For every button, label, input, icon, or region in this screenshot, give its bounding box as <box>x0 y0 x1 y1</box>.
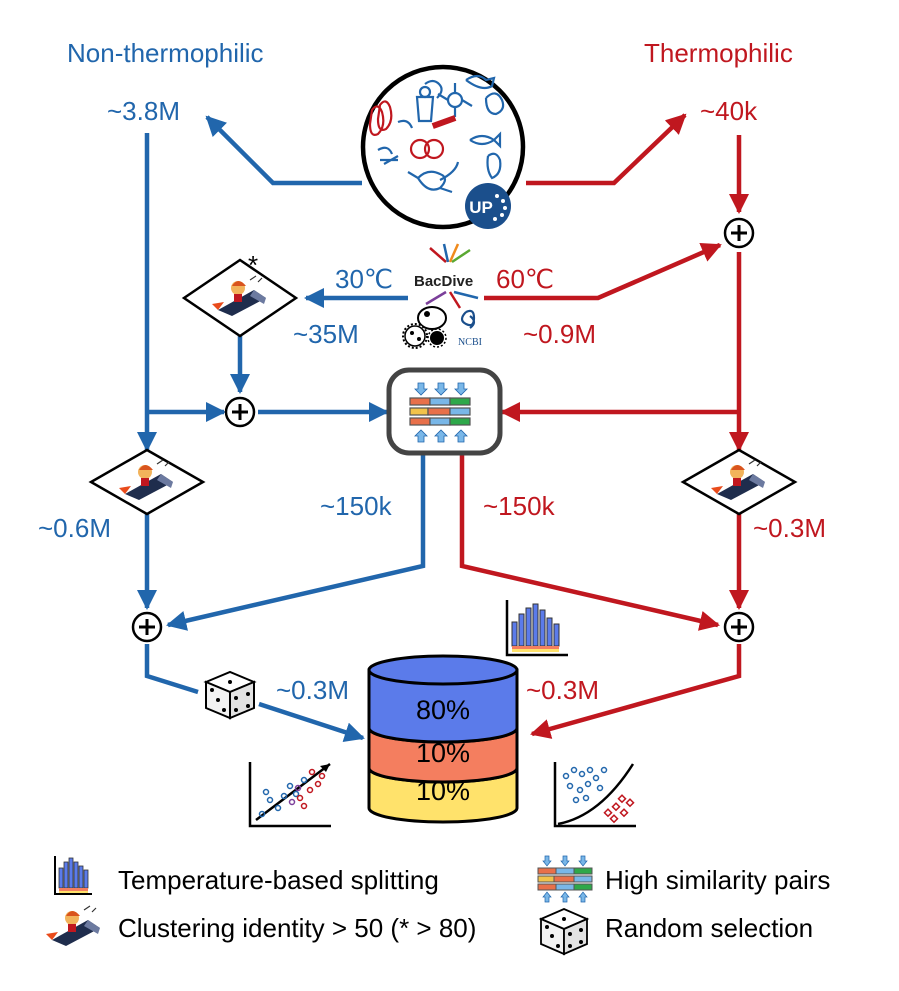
count-150k-right: ~150k <box>483 491 555 521</box>
split-test-label: 10% <box>415 776 471 806</box>
ncbi-label: NCBI <box>458 337 482 348</box>
legend-high-similarity-pairs: High similarity pairs <box>605 865 831 895</box>
bacdive-label: BacDive <box>414 273 473 290</box>
plus-node-left-bottom <box>131 611 163 643</box>
legend-similarity-pairs-icon <box>537 855 593 903</box>
classification-scatter-icon <box>553 762 636 828</box>
count-right-top: ~40k <box>700 96 758 126</box>
plus-node-right-top <box>723 217 755 249</box>
count-03m-left-bottom: ~0.3M <box>276 675 349 705</box>
bacdive-logo-icon: BacDive <box>414 243 479 309</box>
plus-node-right-bottom <box>723 611 755 643</box>
uniprot-label: UP <box>469 198 493 217</box>
legend-dice-icon <box>538 908 590 956</box>
dice-icon <box>203 670 257 720</box>
split-valid-label: 10% <box>415 738 471 768</box>
temp-low: 30℃ <box>335 264 394 294</box>
legend-histogram-icon <box>54 856 92 895</box>
merge-plus-nodes <box>131 217 755 643</box>
temp-high: 60℃ <box>496 264 555 294</box>
regression-scatter-icon <box>248 762 331 828</box>
dataset-split-cylinder <box>367 654 519 824</box>
clustering-diamond-high-identity: * <box>181 250 299 338</box>
legend-temperature-splitting: Temperature-based splitting <box>118 865 439 895</box>
count-03m-right-side: ~0.3M <box>753 513 826 543</box>
clustering-diamond-right <box>680 448 798 516</box>
plus-node-left-mid <box>224 396 256 428</box>
count-09m: ~0.9M <box>523 319 596 349</box>
count-150k-left: ~150k <box>320 491 392 521</box>
header-thermophilic: Thermophilic <box>644 38 793 68</box>
ncbi-logo-icon: NCBI <box>458 309 482 348</box>
count-06m: ~0.6M <box>38 513 111 543</box>
legend-rocket-mascot-icon <box>45 905 101 947</box>
legend-clustering-identity: Clustering identity > 50 (* > 80) <box>118 913 477 943</box>
header-non-thermophilic: Non-thermophilic <box>67 38 264 68</box>
count-35m: ~35M <box>293 319 359 349</box>
bacteria-icon <box>402 306 447 349</box>
high-identity-star: * <box>248 250 258 280</box>
legend-random-selection: Random selection <box>605 913 814 943</box>
organism-sources-circle: UP <box>360 64 526 230</box>
high-similarity-pairs-box <box>386 367 503 456</box>
count-03m-right-bottom: ~0.3M <box>526 675 599 705</box>
clustering-diamond-left <box>88 448 206 516</box>
split-train-label: 80% <box>415 695 471 725</box>
uniprot-logo-icon <box>465 183 511 229</box>
thermophilic-flows <box>459 113 750 739</box>
non-thermophilic-flows <box>136 115 426 742</box>
count-left-top: ~3.8M <box>107 96 180 126</box>
bar-histogram-icon <box>505 600 568 657</box>
